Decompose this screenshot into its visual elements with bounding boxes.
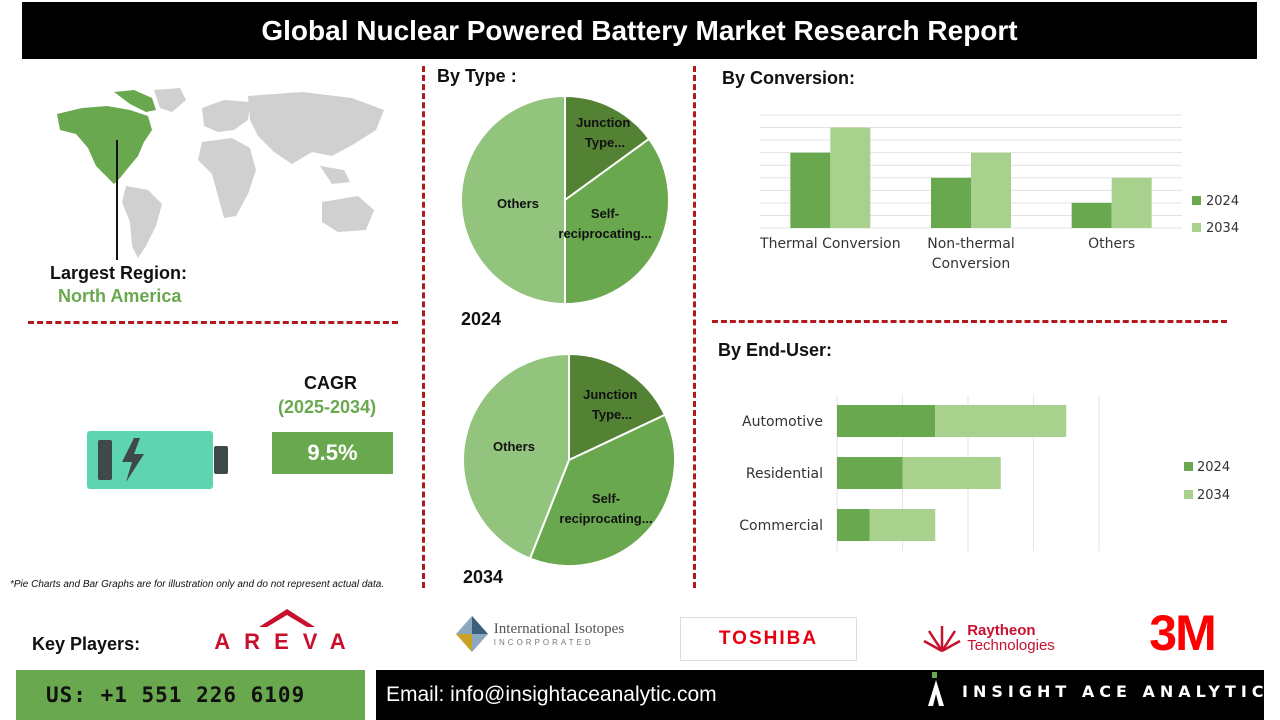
category-label: Residential xyxy=(746,466,823,482)
legend-label: 2034 xyxy=(1197,488,1230,503)
bar xyxy=(830,127,871,228)
bar xyxy=(837,457,903,489)
pie-chart-2024: Junction Type... Self-reciprocating... Oth… xyxy=(460,94,670,306)
by-conversion-title: By Conversion: xyxy=(722,68,856,88)
pie-slice xyxy=(462,352,570,560)
category-label: Others xyxy=(1088,236,1135,252)
pie-slice xyxy=(568,352,667,462)
pie-slice xyxy=(564,94,651,202)
battery-icon xyxy=(87,431,228,489)
bar xyxy=(790,152,831,228)
email-address[interactable]: Email: info@insightaceanalytic.com xyxy=(376,670,1264,720)
legend-label: 2024 xyxy=(1197,460,1230,475)
legend-swatch xyxy=(1192,223,1201,232)
by-type-title: By Type : xyxy=(437,66,517,86)
logo-toshiba: TOSHIBA xyxy=(680,617,857,661)
divider-right xyxy=(693,66,696,588)
isotopes-icon xyxy=(455,616,488,652)
legend-swatch xyxy=(1184,462,1193,471)
insight-ace-logo-icon xyxy=(928,672,944,706)
world-map-icon xyxy=(57,88,384,258)
legend-swatch xyxy=(1192,196,1201,205)
logo-raytheon: Raytheon Technologies xyxy=(896,618,1080,658)
bar xyxy=(837,509,870,541)
logo-international-isotopes: International Isotopes INCORPORATED xyxy=(444,612,634,656)
divider-left xyxy=(422,66,425,588)
category-label: Thermal Conversion xyxy=(759,236,901,252)
page-title: Global Nuclear Powered Battery Market Re… xyxy=(22,2,1257,59)
category-label: Non-thermal Conversion xyxy=(927,236,1015,272)
cagr-period: (2025-2034) xyxy=(278,397,377,417)
pie-slice xyxy=(528,413,676,567)
phone-number[interactable]: US: +1 551 226 6109 xyxy=(16,670,365,720)
region-label: Largest Region: xyxy=(50,263,188,283)
bar xyxy=(971,152,1011,228)
illustration-note: *Pie Charts and Bar Graphs are for illus… xyxy=(10,579,385,590)
bar xyxy=(902,457,1001,489)
region-value: North America xyxy=(58,286,182,306)
pie-2034-year: 2034 xyxy=(463,567,504,587)
legend-label: 2034 xyxy=(1206,221,1239,236)
pie-slice-label: Self-reciprocating... xyxy=(558,206,651,241)
pie-slice-label: Self-reciprocating... xyxy=(559,491,652,526)
category-label: Automotive xyxy=(742,414,823,430)
conversion-bar-chart: Thermal Conversion Non-thermal Conversion O… xyxy=(759,114,1239,272)
pie-slice-label: Junction Type... xyxy=(583,387,641,422)
divider-region xyxy=(28,321,398,324)
pie-slice xyxy=(460,94,566,306)
bar xyxy=(869,509,936,541)
legend-label: 2024 xyxy=(1206,194,1239,209)
divider-charts xyxy=(712,320,1227,323)
end-user-bar-chart: Automotive Residential Commercial 2024 2034 xyxy=(739,395,1230,551)
bar xyxy=(931,177,971,228)
raytheon-sunburst-icon xyxy=(923,626,961,653)
cagr-label: CAGR xyxy=(304,373,357,393)
bar xyxy=(935,405,1067,437)
lightning-icon xyxy=(122,438,144,482)
by-end-user-title: By End-User: xyxy=(718,340,833,360)
pie-chart-2034: Junction Type... Self-reciprocating... Oth… xyxy=(462,352,676,567)
logo-areva: AREVA xyxy=(192,606,382,656)
pie-slice-label: Junction Type... xyxy=(576,115,634,150)
pie-slice xyxy=(564,137,670,306)
logo-3m: 3M xyxy=(1149,605,1216,661)
pie-slice-label: Others xyxy=(497,196,539,211)
cagr-value: 9.5% xyxy=(272,432,393,474)
key-players-label: Key Players: xyxy=(32,634,141,654)
bar xyxy=(1111,177,1152,228)
region-pointer-line xyxy=(116,140,118,260)
bar xyxy=(1071,202,1112,228)
brand-name: INSIGHT ACE ANALYTIC xyxy=(962,682,1269,701)
bar xyxy=(837,405,936,437)
category-label: Commercial xyxy=(739,518,823,534)
legend-swatch xyxy=(1184,490,1193,499)
pie-slice-label: Others xyxy=(493,439,535,454)
pie-2024-year: 2024 xyxy=(461,309,502,329)
